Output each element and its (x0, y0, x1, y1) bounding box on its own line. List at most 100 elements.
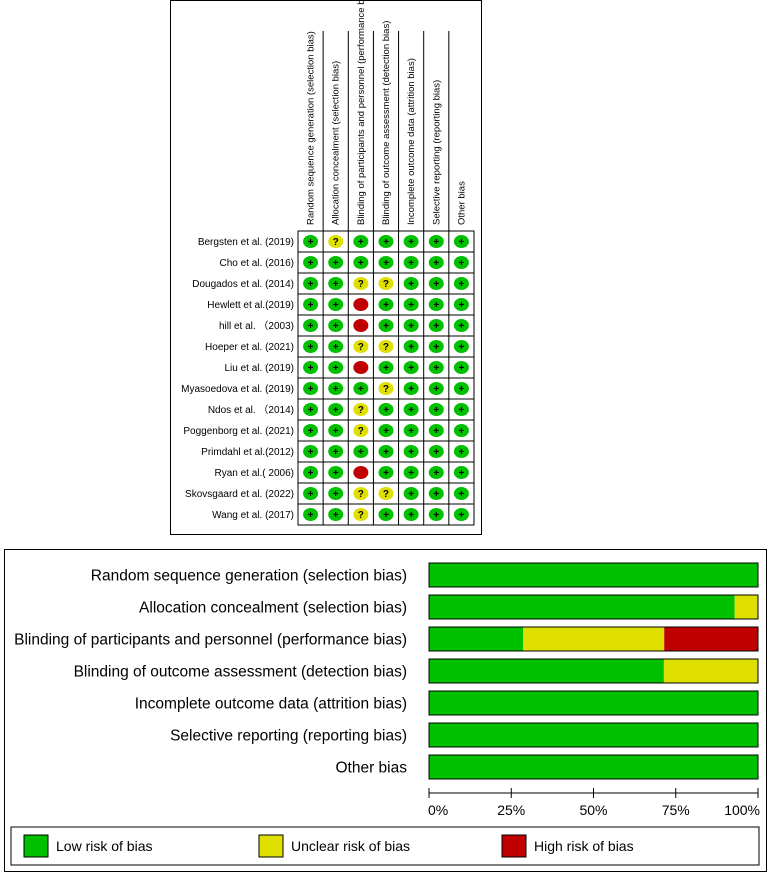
bar-segment-unclear (663, 659, 758, 683)
bar-segment-low (429, 755, 758, 779)
judgement-symbol: ? (383, 384, 389, 395)
judgement-symbol: + (333, 279, 339, 290)
judgement-symbol: + (358, 237, 364, 248)
judgement-low (403, 235, 419, 248)
judgement-low (353, 445, 369, 458)
judgement-low (353, 256, 369, 269)
judgement-symbol: + (433, 237, 439, 248)
judgement-symbol: + (333, 468, 339, 479)
judgement-low (403, 298, 419, 311)
judgement-symbol: + (408, 405, 414, 416)
judgement-symbol: + (458, 468, 464, 479)
judgement-low (403, 277, 419, 290)
judgement-low (303, 298, 319, 311)
judgement-symbol: + (408, 510, 414, 521)
bar-category-label: Selective reporting (reporting bias) (170, 728, 407, 745)
judgement-low (453, 424, 469, 437)
judgement-low (303, 424, 319, 437)
judgement-symbol: + (458, 510, 464, 521)
study-label: Wang et al. (2017) (212, 510, 294, 521)
judgement-low (453, 382, 469, 395)
judgement-low (378, 319, 394, 332)
bar-outline (428, 754, 759, 780)
judgement-symbol: + (308, 300, 314, 311)
bar-category-label: Random sequence generation (selection bi… (91, 568, 407, 585)
judgement-low (453, 487, 469, 500)
judgement-low (378, 298, 394, 311)
judgement-symbol: + (408, 342, 414, 353)
judgement-symbol: + (383, 405, 389, 416)
judgement-symbol: + (383, 258, 389, 269)
judgement-symbol: ? (358, 342, 364, 353)
judgement-symbol: + (333, 510, 339, 521)
judgement-symbol: + (308, 426, 314, 437)
judgement-low (303, 361, 319, 374)
judgement-low (328, 424, 344, 437)
legend-swatch-low (23, 834, 49, 858)
judgement-symbol: + (458, 363, 464, 374)
judgement-high (353, 298, 369, 311)
domain-header: Random sequence generation (selection bi… (306, 31, 317, 225)
bar-category-label: Other bias (335, 760, 407, 777)
judgement-unclear (378, 340, 394, 353)
judgement-low (453, 277, 469, 290)
bar-outline (428, 722, 759, 748)
bar-segment-low (429, 595, 735, 619)
risk-of-bias-summary: Random sequence generation (selection bi… (170, 0, 482, 535)
judgement-low (328, 361, 344, 374)
judgement-low (428, 340, 444, 353)
judgement-unclear (353, 403, 369, 416)
judgement-symbol: + (358, 447, 364, 458)
judgement-low (428, 445, 444, 458)
judgement-low (303, 466, 319, 479)
judgement-symbol: + (308, 258, 314, 269)
study-label: Cho et al. (2016) (220, 258, 295, 269)
judgement-low (403, 382, 419, 395)
domain-header: Blinding of outcome assessment (detectio… (381, 21, 392, 225)
domain-header: Incomplete outcome data (attrition bias) (406, 58, 417, 225)
judgement-symbol: + (408, 321, 414, 332)
judgement-symbol: + (308, 489, 314, 500)
judgement-low (303, 340, 319, 353)
judgement-symbol: + (383, 510, 389, 521)
judgement-low (428, 403, 444, 416)
judgement-symbol: + (458, 300, 464, 311)
judgement-symbol: + (308, 468, 314, 479)
judgement-symbol: + (458, 279, 464, 290)
judgement-symbol: + (408, 426, 414, 437)
bar-segment-low (429, 563, 758, 587)
judgement-low (353, 382, 369, 395)
judgement-symbol: + (333, 342, 339, 353)
judgement-low (303, 235, 319, 248)
judgement-low (303, 487, 319, 500)
judgement-symbol: + (408, 384, 414, 395)
x-axis-tick-label: 25% (497, 802, 525, 818)
judgement-symbol: ? (358, 510, 364, 521)
judgement-low (303, 277, 319, 290)
judgement-symbol: + (333, 384, 339, 395)
judgement-symbol: + (333, 405, 339, 416)
judgement-low (403, 340, 419, 353)
bar-segment-high (664, 627, 759, 651)
judgement-symbol: + (408, 489, 414, 500)
judgement-symbol: + (458, 258, 464, 269)
judgement-low (453, 298, 469, 311)
judgement-high (353, 319, 369, 332)
judgement-symbol: + (408, 279, 414, 290)
judgement-low (428, 466, 444, 479)
judgement-low (303, 445, 319, 458)
x-axis-tick-label: 75% (662, 802, 690, 818)
judgement-symbol: ? (383, 279, 389, 290)
bar-outline (428, 690, 759, 716)
judgement-low (403, 403, 419, 416)
judgement-low (328, 508, 344, 521)
judgement-symbol: + (458, 384, 464, 395)
judgement-low (328, 340, 344, 353)
summary-figure: Random sequence generation (selection bi… (181, 1, 475, 526)
judgement-symbol: + (433, 258, 439, 269)
judgement-symbol: ? (383, 489, 389, 500)
judgement-symbol: ? (358, 426, 364, 437)
judgement-low (328, 466, 344, 479)
judgement-low (328, 319, 344, 332)
judgement-unclear (378, 277, 394, 290)
